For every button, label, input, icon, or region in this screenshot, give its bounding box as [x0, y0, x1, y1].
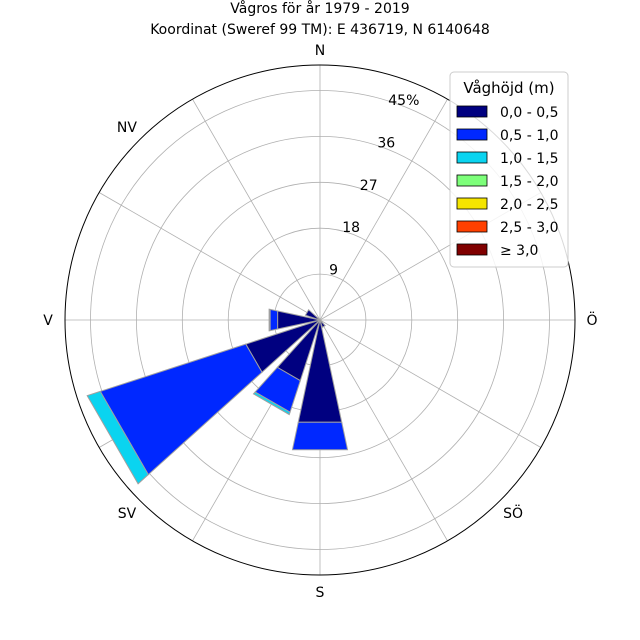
- rose-bar-segment: [86, 390, 149, 485]
- legend-box: [449, 71, 569, 268]
- rose-bar-segment: [304, 308, 321, 321]
- legend-entry-label: 2,0 - 2,5: [500, 197, 558, 213]
- legend-swatch: [456, 243, 488, 256]
- polar-grid: [64, 64, 576, 576]
- radial-tick-label: 18: [342, 220, 360, 236]
- chart-title: Vågros för år 1979 - 2019: [230, 0, 409, 17]
- grid-ring: [90, 90, 550, 550]
- direction-label: Ö: [586, 311, 597, 329]
- rose-bar-segment: [269, 308, 279, 332]
- grid-spoke: [192, 98, 321, 321]
- legend-entry-label: 2,5 - 3,0: [500, 220, 558, 236]
- legend-swatch: [456, 128, 488, 141]
- direction-label: S: [316, 585, 325, 601]
- direction-label: SV: [118, 506, 137, 522]
- chart-subtitle: Koordinat (Sweref 99 TM): E 436719, N 61…: [150, 22, 490, 38]
- radial-tick-label: 45%: [388, 93, 419, 109]
- rose-bar-segment: [268, 308, 271, 332]
- axis-labels: N NV V SV S SÖ Ö 9 18 27 36 45%: [43, 43, 597, 601]
- legend-entry-label: 1,5 - 2,0: [500, 174, 558, 190]
- radial-tick-label: 27: [360, 178, 378, 194]
- rose-bars: [86, 308, 349, 485]
- rose-bar-segment: [291, 421, 349, 451]
- legend-entry-label: 1,0 - 1,5: [500, 151, 558, 167]
- direction-label: V: [43, 313, 53, 329]
- legend-swatch: [456, 174, 488, 187]
- legend-swatch: [456, 197, 488, 210]
- legend-entry-label: ≥ 3,0: [500, 243, 538, 259]
- radial-tick-label: 9: [329, 263, 338, 279]
- legend-swatch: [456, 151, 488, 164]
- outer-boundary: [64, 64, 576, 576]
- rose-bar-segment: [252, 391, 291, 416]
- legend-entry-label: 0,0 - 0,5: [500, 105, 558, 121]
- legend-entry-label: 0,5 - 1,0: [500, 128, 558, 144]
- legend-title: Våghöjd (m): [463, 79, 554, 97]
- legend: Våghöjd (m) 0,0 - 0,5 0,5 - 1,0 1,0 - 1,5 1,…: [449, 71, 569, 268]
- legend-swatch: [456, 105, 488, 118]
- grid-spoke: [98, 192, 321, 321]
- direction-label: N: [315, 43, 325, 59]
- rose-bar-segment: [297, 319, 343, 423]
- direction-label: SÖ: [503, 504, 523, 522]
- grid-ring: [135, 135, 505, 505]
- legend-swatch: [456, 220, 488, 233]
- grid-spoke: [319, 98, 448, 321]
- grid-spoke: [319, 319, 448, 542]
- grid-ring: [181, 181, 459, 459]
- radial-tick-label: 36: [377, 135, 395, 151]
- direction-label: NV: [117, 120, 137, 136]
- grid-spoke: [319, 319, 542, 448]
